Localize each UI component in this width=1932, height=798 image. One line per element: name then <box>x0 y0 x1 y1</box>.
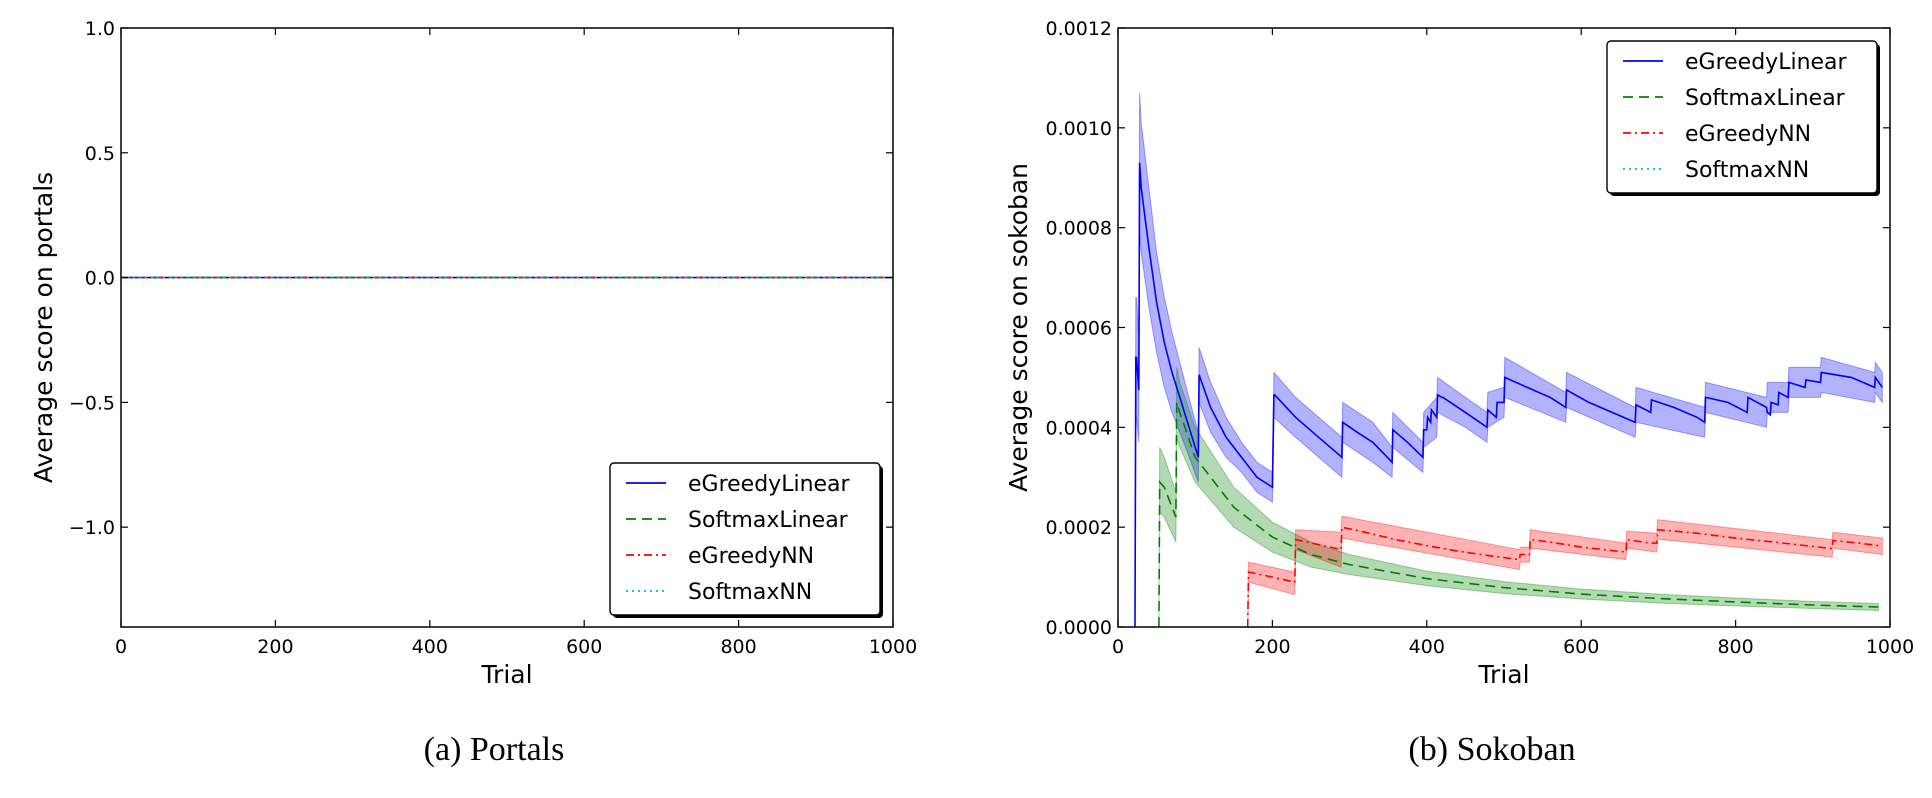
sokoban-y-axis-label: Average score on sokoban <box>1004 163 1033 492</box>
portals-chart: 0 200 400 600 800 1000 −1.0 −0.5 0.0 0.5 1.0 Tria… <box>29 18 917 768</box>
sokoban-chart: 0 200 400 600 800 1000 0.00000.00020.00040.00… <box>1004 18 1914 768</box>
series-line-egreedynn <box>1246 526 1883 628</box>
x-tick-label: 800 <box>720 636 756 658</box>
legend-label-egreedynn: eGreedyNN <box>688 544 814 569</box>
portals-x-ticks: 0 200 400 600 800 1000 <box>115 28 917 658</box>
series-line-softmaxlinear <box>1158 402 1879 628</box>
portals-y-ticks: −1.0 −0.5 0.0 0.5 1.0 <box>69 18 893 539</box>
y-tick-label: 0.0008 <box>1046 218 1112 240</box>
x-tick-label: 1000 <box>1866 636 1914 658</box>
sokoban-x-axis-label: Trial <box>1477 660 1529 689</box>
x-tick-label: 0 <box>115 636 127 658</box>
y-tick-label: 0.0006 <box>1046 318 1112 340</box>
x-tick-label: 400 <box>1409 636 1445 658</box>
x-tick-label: 600 <box>566 636 602 658</box>
legend-box <box>609 462 881 616</box>
x-tick-label: 600 <box>1563 636 1599 658</box>
x-tick-label: 200 <box>257 636 293 658</box>
legend-label-softmaxlinear: SoftmaxLinear <box>1685 86 1846 111</box>
sokoban-legend: eGreedyLinear SoftmaxLinear eGreedyNN Softm… <box>1606 40 1880 196</box>
legend-label-softmaxlinear: SoftmaxLinear <box>688 508 849 533</box>
portals-x-axis-label: Trial <box>480 660 532 689</box>
y-tick-label: 0.0012 <box>1046 18 1112 40</box>
sokoban-x-ticks: 0 200 400 600 800 1000 <box>1112 28 1914 658</box>
portals-plot-frame <box>120 27 894 628</box>
y-tick-label: 0.0002 <box>1046 517 1112 539</box>
legend-box <box>1606 40 1878 194</box>
portals-caption: (a) Portals <box>424 731 565 768</box>
y-tick-label: 0.5 <box>85 143 115 165</box>
x-tick-label: 400 <box>412 636 448 658</box>
series-line-egreedylinear <box>1134 162 1883 628</box>
sokoban-caption: (b) Sokoban <box>1408 731 1575 768</box>
y-tick-label: 1.0 <box>85 18 115 40</box>
y-tick-label: 0.0010 <box>1046 118 1112 140</box>
band-egreedynn <box>1247 515 1883 628</box>
portals-legend: eGreedyLinear SoftmaxLinear eGreedyNN Softm… <box>609 462 883 618</box>
legend-label-egreedynn: eGreedyNN <box>1685 122 1811 147</box>
x-tick-label: 1000 <box>869 636 917 658</box>
y-tick-label: −1.0 <box>69 517 115 539</box>
x-tick-label: 0 <box>1112 636 1124 658</box>
y-tick-label: 0.0 <box>85 268 115 290</box>
y-tick-label: −0.5 <box>69 392 115 414</box>
legend-label-egreedylinear: eGreedyLinear <box>688 472 851 497</box>
portals-y-axis-label: Average score on portals <box>29 172 58 483</box>
legend-label-softmaxnn: SoftmaxNN <box>688 580 812 605</box>
x-tick-label: 200 <box>1254 636 1290 658</box>
x-tick-label: 800 <box>1717 636 1753 658</box>
sokoban-series-lines <box>1134 162 1883 628</box>
y-tick-label: 0.0004 <box>1046 417 1112 439</box>
legend-label-egreedylinear: eGreedyLinear <box>1685 50 1848 75</box>
legend-label-softmaxnn: SoftmaxNN <box>1685 158 1809 183</box>
sokoban-y-ticks: 0.0000 0.0002 0.0004 0.0006 0.0008 0.0010 0.00… <box>1046 18 1890 639</box>
y-tick-label: 0.0000 <box>1046 617 1112 639</box>
